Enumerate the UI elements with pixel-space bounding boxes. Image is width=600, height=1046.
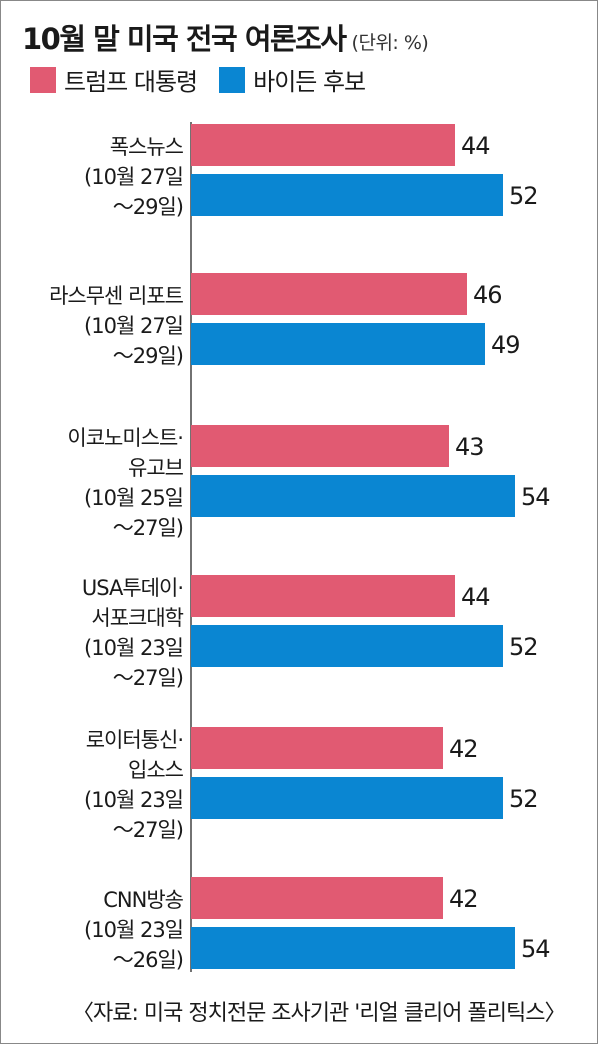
category-label-line: ～29일) bbox=[113, 195, 183, 219]
bar-value-label: 44 bbox=[461, 132, 490, 160]
category-label-line: 폭스뉴스 bbox=[110, 135, 184, 159]
category-label-line: (10월 23일 bbox=[84, 788, 183, 812]
category-label-line: ～27일) bbox=[113, 818, 183, 842]
category-label-line: (10월 27일 bbox=[84, 314, 183, 338]
bar-trump bbox=[191, 575, 455, 617]
bar-trump bbox=[191, 273, 467, 315]
legend-item-trump: 트럼프 대통령 bbox=[30, 62, 198, 97]
category-label-line: 서포크대학 bbox=[91, 606, 183, 630]
category-label-line: ～26일) bbox=[113, 948, 183, 972]
source-note: 〈자료: 미국 정치전문 조사기관 '리얼 클리어 폴리틱스〉 bbox=[72, 1001, 566, 1026]
legend-item-biden: 바이든 후보 bbox=[219, 62, 366, 97]
category-label-line: 입소스 bbox=[128, 758, 184, 782]
bar-value-label: 46 bbox=[473, 281, 502, 309]
bar-trump bbox=[191, 425, 449, 467]
category-label-line: (10월 25일 bbox=[84, 486, 183, 510]
legend-label-biden: 바이든 후보 bbox=[253, 68, 366, 96]
bar-value-label: 54 bbox=[521, 935, 550, 963]
bar-value-label: 42 bbox=[449, 885, 478, 913]
bar-value-label: 43 bbox=[455, 433, 484, 461]
bar-biden bbox=[191, 625, 503, 667]
bar-value-label: 42 bbox=[449, 735, 478, 763]
bar-value-label: 52 bbox=[509, 785, 538, 813]
category-label-line: 로이터통신· bbox=[86, 728, 183, 752]
category-label-line: ～27일) bbox=[113, 666, 183, 690]
bar-biden bbox=[191, 777, 503, 819]
bar-value-label: 54 bbox=[521, 483, 550, 511]
title-row: 10월 말 미국 전국 여론조사 (단위: %) bbox=[22, 16, 429, 58]
bar-trump bbox=[191, 124, 455, 166]
bar-value-label: 52 bbox=[509, 182, 538, 210]
bar-value-label: 52 bbox=[509, 633, 538, 661]
legend-swatch-biden bbox=[219, 66, 246, 93]
bar-trump bbox=[191, 877, 443, 919]
category-label-line: ～29일) bbox=[113, 344, 183, 368]
unit-label: (단위: %) bbox=[351, 32, 429, 54]
category-label-line: 라스무센 리포트 bbox=[49, 284, 184, 308]
category-label-line: 유고브 bbox=[128, 456, 184, 480]
bar-trump bbox=[191, 727, 443, 769]
bar-value-label: 49 bbox=[491, 331, 520, 359]
chart-title: 10월 말 미국 전국 여론조사 bbox=[22, 22, 347, 56]
category-label-line: (10월 27일 bbox=[84, 165, 183, 189]
bar-biden bbox=[191, 475, 515, 517]
legend: 트럼프 대통령 바이든 후보 bbox=[30, 62, 387, 97]
bar-biden bbox=[191, 174, 503, 216]
bar-biden bbox=[191, 927, 515, 969]
legend-label-trump: 트럼프 대통령 bbox=[64, 68, 198, 96]
category-label-line: USA투데이· bbox=[82, 576, 183, 600]
category-label-line: (10월 23일 bbox=[84, 636, 183, 660]
bar-value-label: 44 bbox=[461, 583, 490, 611]
category-label-line: ～27일) bbox=[113, 516, 183, 540]
category-label-line: (10월 23일 bbox=[84, 918, 183, 942]
category-label-line: 이코노미스트· bbox=[67, 426, 183, 450]
category-label-line: CNN방송 bbox=[103, 888, 183, 912]
bar-biden bbox=[191, 323, 485, 365]
legend-swatch-trump bbox=[30, 66, 56, 93]
